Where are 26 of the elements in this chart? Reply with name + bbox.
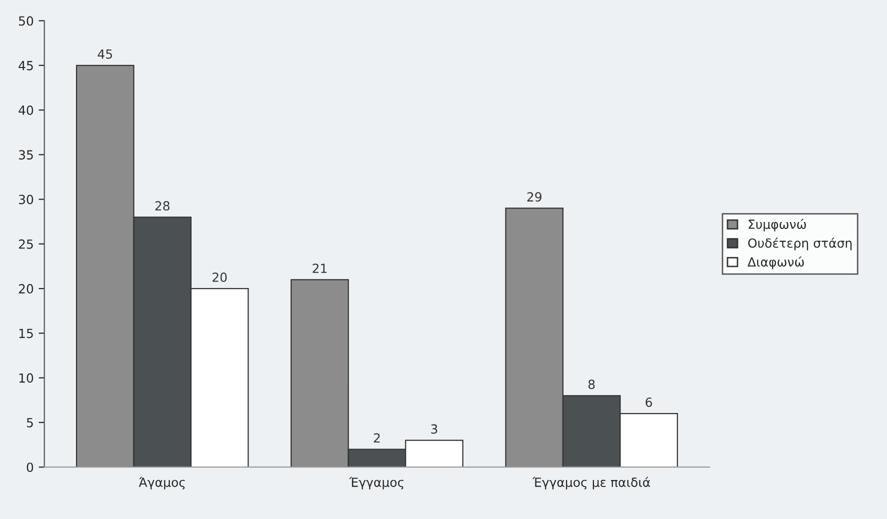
data-label: 2 <box>374 433 380 442</box>
data-label: 8 <box>588 380 595 390</box>
data-label: 6 <box>646 397 652 407</box>
data-label: 28 <box>155 201 170 211</box>
y-tick-label: 0 <box>26 462 34 472</box>
y-tick-label: 45 <box>18 61 33 70</box>
y-tick-label: 35 <box>18 150 33 160</box>
x-tick-label: Άγαμος <box>138 476 185 490</box>
data-label: 45 <box>98 50 112 59</box>
y-tick-label: 40 <box>18 106 34 115</box>
data-label: 3 <box>431 424 438 434</box>
y-tick-label: 30 <box>18 194 34 204</box>
y-tick-label: 15 <box>19 328 33 338</box>
data-label: 21 <box>312 264 327 273</box>
x-tick-label: Έγγαμος <box>349 476 404 490</box>
y-tick-label: 10 <box>19 373 34 383</box>
y-tick-label: 5 <box>26 418 33 428</box>
y-tick-label: 20 <box>18 284 34 294</box>
legend-label: Διαφωνώ <box>748 256 804 270</box>
data-label: 20 <box>212 272 227 282</box>
data-label: 29 <box>527 192 542 202</box>
legend-label: Ουδέτερη στάση <box>748 238 852 250</box>
x-tick-label: Έγγαμος με παιδιά <box>532 476 650 490</box>
legend-label: Συμφωνώ <box>748 218 806 232</box>
y-tick-label: 50 <box>18 16 34 26</box>
y-tick-label: 25 <box>18 239 33 249</box>
